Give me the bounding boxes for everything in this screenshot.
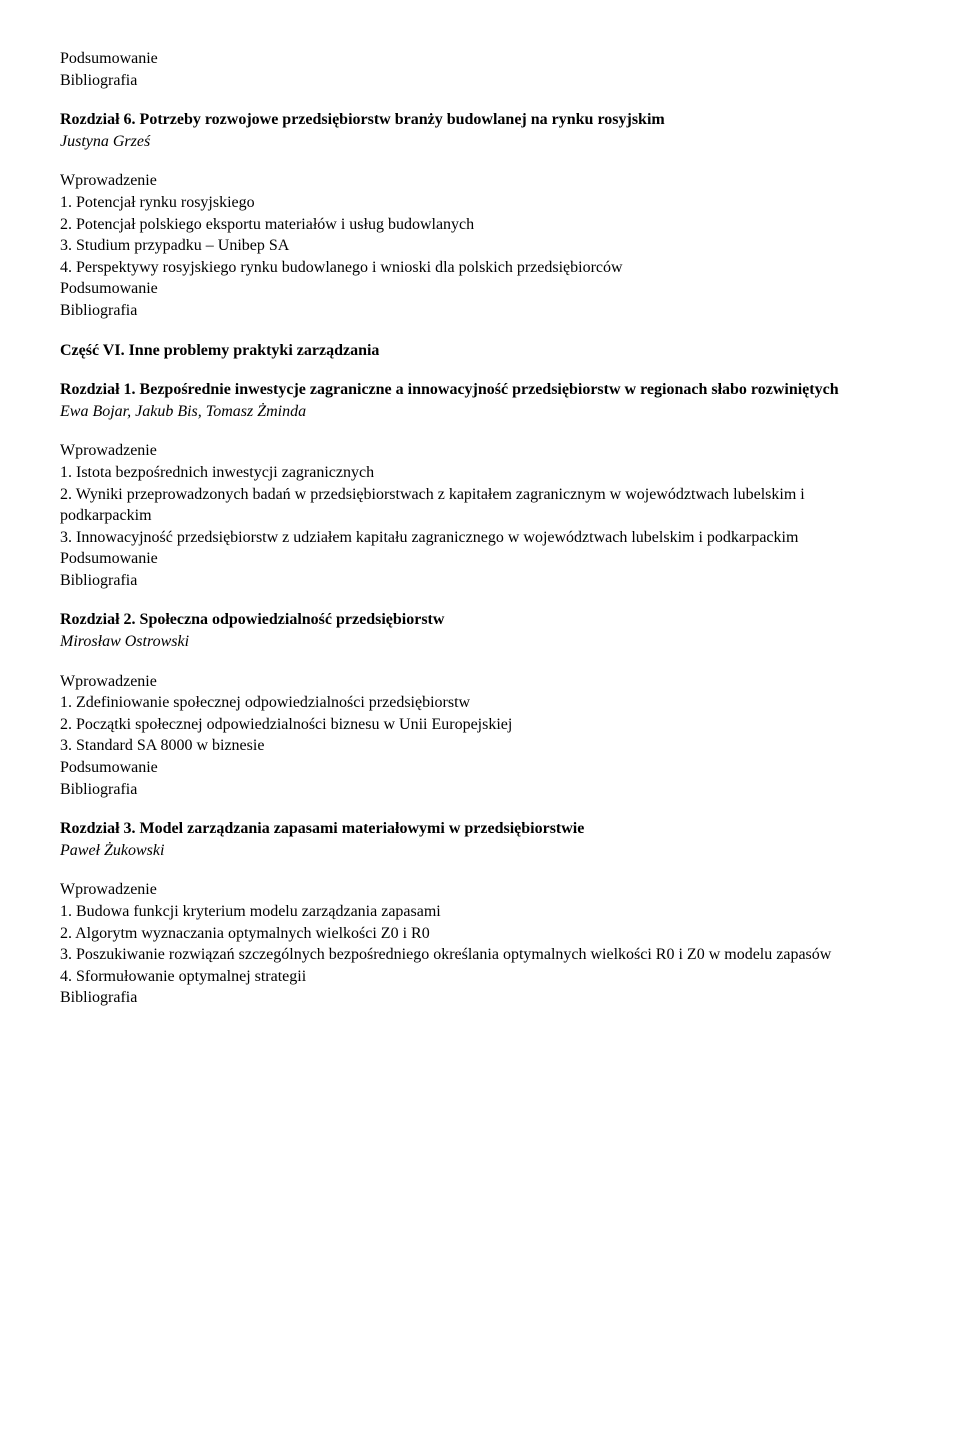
ch2-item-1: 2. Początki społecznej odpowiedzialności… — [60, 714, 900, 736]
section6-intro: Wprowadzenie — [60, 170, 900, 192]
ch1-body: Wprowadzenie 1. Istota bezpośrednich inw… — [60, 440, 900, 591]
top-line-0: Podsumowanie — [60, 48, 900, 70]
section6-header: Rozdział 6. Potrzeby rozwojowe przedsięb… — [60, 109, 900, 152]
section6-title-rest: Potrzeby rozwojowe przedsiębiorstw branż… — [136, 111, 665, 128]
ch1-title-rest: Bezpośrednie inwestycje zagraniczne a in… — [136, 381, 839, 398]
ch1-header: Rozdział 1. Bezpośrednie inwestycje zagr… — [60, 379, 900, 422]
ch3-footer-0: Bibliografia — [60, 987, 900, 1009]
ch2-item-0: 1. Zdefiniowanie społecznej odpowiedzial… — [60, 692, 900, 714]
ch1-item-1: 2. Wyniki przeprowadzonych badań w przed… — [60, 484, 900, 527]
ch3-item-0: 1. Budowa funkcji kryterium modelu zarzą… — [60, 901, 900, 923]
ch1-title: Rozdział 1. Bezpośrednie inwestycje zagr… — [60, 379, 900, 401]
ch3-item-1: 2. Algorytm wyznaczania optymalnych wiel… — [60, 923, 900, 945]
ch3-item-3: 4. Sformułowanie optymalnej strategii — [60, 966, 900, 988]
ch3-title: Rozdział 3. Model zarządzania zapasami m… — [60, 818, 900, 840]
section6-title: Rozdział 6. Potrzeby rozwojowe przedsięb… — [60, 109, 900, 131]
ch2-footer-1: Bibliografia — [60, 779, 900, 801]
ch3-header: Rozdział 3. Model zarządzania zapasami m… — [60, 818, 900, 861]
section6-author: Justyna Grześ — [60, 131, 900, 153]
ch3-intro: Wprowadzenie — [60, 879, 900, 901]
section6-item-1: 2. Potencjał polskiego eksportu materiał… — [60, 214, 900, 236]
top-line-1: Bibliografia — [60, 70, 900, 92]
ch2-title: Rozdział 2. Społeczna odpowiedzialność p… — [60, 609, 900, 631]
ch1-footer-1: Bibliografia — [60, 570, 900, 592]
ch1-item-0: 1. Istota bezpośrednich inwestycji zagra… — [60, 462, 900, 484]
section6-footer-0: Podsumowanie — [60, 278, 900, 300]
ch2-footer-0: Podsumowanie — [60, 757, 900, 779]
ch3-title-prefix: Rozdział 3. — [60, 820, 136, 837]
ch3-author: Paweł Żukowski — [60, 840, 900, 862]
ch3-body: Wprowadzenie 1. Budowa funkcji kryterium… — [60, 879, 900, 1009]
section6-footer-1: Bibliografia — [60, 300, 900, 322]
ch1-intro: Wprowadzenie — [60, 440, 900, 462]
ch1-item-2: 3. Innowacyjność przedsiębiorstw z udzia… — [60, 527, 900, 549]
ch2-item-2: 3. Standard SA 8000 w biznesie — [60, 735, 900, 757]
ch2-intro: Wprowadzenie — [60, 671, 900, 693]
section6-item-3: 4. Perspektywy rosyjskiego rynku budowla… — [60, 257, 900, 279]
section6-item-2: 3. Studium przypadku – Unibep SA — [60, 235, 900, 257]
part6-text: Część VI. Inne problemy praktyki zarządz… — [60, 340, 900, 362]
ch2-header: Rozdział 2. Społeczna odpowiedzialność p… — [60, 609, 900, 652]
ch2-author: Mirosław Ostrowski — [60, 631, 900, 653]
ch2-body: Wprowadzenie 1. Zdefiniowanie społecznej… — [60, 671, 900, 801]
section6-title-prefix: Rozdział 6. — [60, 111, 136, 128]
ch2-title-rest: Społeczna odpowiedzialność przedsiębiors… — [136, 611, 445, 628]
top-block: Podsumowanie Bibliografia — [60, 48, 900, 91]
ch1-author: Ewa Bojar, Jakub Bis, Tomasz Żminda — [60, 401, 900, 423]
part6-heading: Część VI. Inne problemy praktyki zarządz… — [60, 340, 900, 362]
ch2-title-prefix: Rozdział 2. — [60, 611, 136, 628]
ch3-title-rest: Model zarządzania zapasami materiałowymi… — [136, 820, 585, 837]
section6-body: Wprowadzenie 1. Potencjał rynku rosyjski… — [60, 170, 900, 321]
ch3-item-2: 3. Poszukiwanie rozwiązań szczególnych b… — [60, 944, 900, 966]
ch1-title-prefix: Rozdział 1. — [60, 381, 136, 398]
ch1-footer-0: Podsumowanie — [60, 548, 900, 570]
section6-item-0: 1. Potencjał rynku rosyjskiego — [60, 192, 900, 214]
